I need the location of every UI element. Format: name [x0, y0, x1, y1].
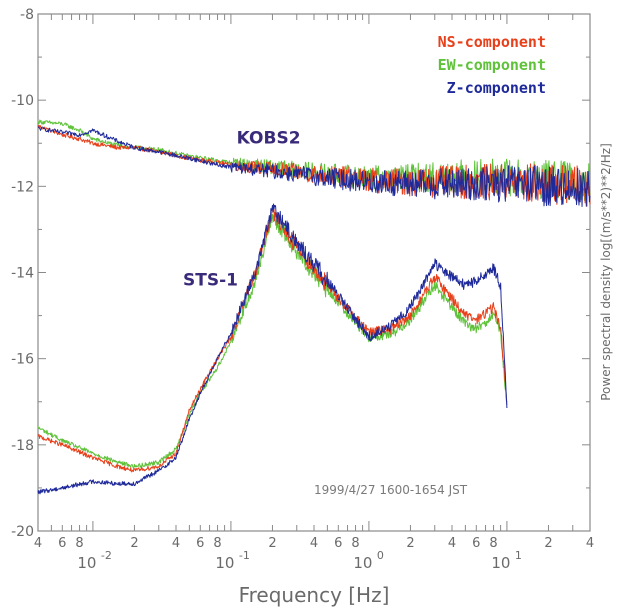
x-tick-label: 2 — [406, 536, 414, 551]
x-tick-label: 8 — [351, 536, 359, 551]
x-tick-label: 4 — [34, 536, 42, 551]
x-decade-base: 10 — [215, 554, 234, 572]
x-axis-title: Frequency [Hz] — [239, 583, 390, 607]
x-axis-ticks: 4 6 8 2 4 6 8 2 4 6 8 2 4 6 8 2 410 -2 10 -1 10 0 10 1 — [34, 14, 594, 572]
x-tick-label: 6 — [196, 536, 204, 551]
x-decade-label: 10 0 — [353, 549, 384, 572]
x-tick-label: 8 — [213, 536, 221, 551]
x-decade-label: 10 -2 — [77, 549, 112, 572]
x-decade-label: 10 1 — [491, 549, 522, 572]
x-tick-label: 8 — [75, 536, 83, 551]
legend: NS-component EW-component Z-component — [438, 33, 546, 97]
x-tick-label: 6 — [334, 536, 342, 551]
legend-entry-z-component: Z-component — [447, 79, 546, 97]
x-tick-label: 2 — [268, 536, 276, 551]
y-tick-label: -10 — [11, 93, 34, 109]
x-tick-label: 4 — [448, 536, 456, 551]
series-sts-1-ew — [37, 211, 508, 469]
y-tick-label: -20 — [11, 524, 34, 540]
annotations: KOBS2 STS-1 — [183, 128, 300, 290]
legend-entry-ns-component: NS-component — [438, 33, 546, 51]
x-decade-exponent: 0 — [377, 549, 384, 562]
series-layer — [37, 119, 591, 495]
y-tick-label: -8 — [20, 7, 34, 23]
series-kobs2-ew — [37, 119, 591, 201]
y-tick-label: -12 — [11, 179, 34, 195]
series-sts-1-ns — [37, 206, 508, 473]
series-sts-1-z — [37, 203, 508, 495]
y-tick-label: -16 — [11, 352, 34, 368]
series-kobs2-z — [37, 126, 591, 207]
x-tick-label: 2 — [130, 536, 138, 551]
x-decade-exponent: -2 — [101, 549, 112, 562]
x-tick-label: 4 — [172, 536, 180, 551]
x-decade-base: 10 — [353, 554, 372, 572]
x-tick-label: 4 — [310, 536, 318, 551]
x-tick-label: 4 — [586, 536, 594, 551]
x-decade-base: 10 — [491, 554, 510, 572]
y-axis-ticks: -8 -10 -12 -14 -16 -18 -20 — [11, 7, 590, 540]
x-decade-exponent: -1 — [239, 549, 250, 562]
x-tick-label: 2 — [544, 536, 552, 551]
y-tick-label: -14 — [11, 266, 34, 282]
annotation-kobs2: KOBS2 — [237, 128, 301, 148]
x-tick-label: 6 — [472, 536, 480, 551]
y-tick-label: -18 — [11, 438, 34, 454]
annotation-sts-1: STS-1 — [183, 270, 238, 290]
x-decade-label: 10 -1 — [215, 549, 250, 572]
y-axis-title: Power spectral density log[(m/s**2)**2/H… — [599, 143, 613, 401]
legend-entry-ew-component: EW-component — [438, 56, 546, 74]
x-decade-base: 10 — [77, 554, 96, 572]
date-note: 1999/4/27 1600-1654 JST — [314, 483, 468, 497]
x-tick-label: 6 — [58, 536, 66, 551]
x-tick-label: 8 — [489, 536, 497, 551]
x-decade-exponent: 1 — [515, 549, 522, 562]
